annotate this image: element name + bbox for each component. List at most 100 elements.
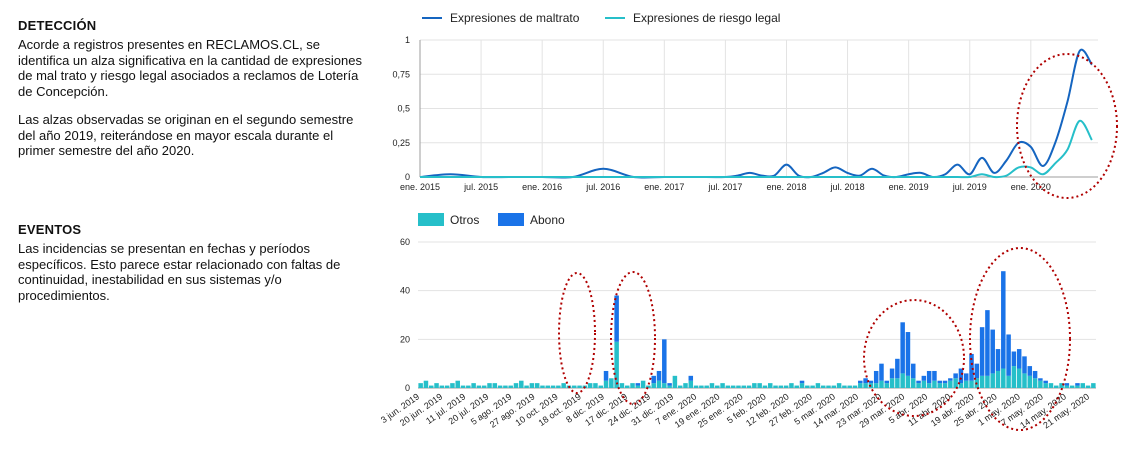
bar-abono (916, 380, 921, 384)
bar-otros (556, 385, 561, 388)
bar-otros (529, 383, 535, 388)
line-x-tick-label: jul. 2018 (830, 182, 865, 192)
bar-otros (757, 383, 762, 388)
bar-otros (693, 385, 699, 388)
bar-otros (778, 385, 784, 388)
bar-otros (953, 378, 958, 388)
bar-otros (736, 385, 741, 388)
bar-otros (481, 385, 487, 388)
line-y-tick-label: 1 (405, 35, 410, 45)
legend-maltrato-label: Expresiones de maltrato (450, 11, 580, 25)
bar-abono (963, 373, 969, 381)
line-x-tick-label: jul. 2017 (707, 182, 742, 192)
bar-abono (1027, 366, 1033, 376)
bar-otros (1064, 385, 1070, 388)
bar-abono (979, 327, 985, 376)
highlight-ellipse-2 (610, 271, 656, 405)
bar-otros (932, 380, 937, 388)
bar-otros (805, 385, 810, 388)
bar-otros (741, 385, 747, 388)
bar-abono (1011, 351, 1017, 367)
bar-abono (905, 332, 911, 376)
bar-otros (503, 385, 508, 388)
bar-otros (418, 383, 423, 388)
bar-otros (651, 383, 656, 388)
highlight-ellipse-4 (969, 247, 1071, 431)
bar-otros (492, 383, 498, 388)
bar-otros (476, 385, 482, 388)
bar-otros (842, 385, 847, 388)
line-x-tick-label: ene. 2017 (644, 182, 684, 192)
bar-otros (455, 380, 460, 388)
line-x-tick-label: ene. 2019 (889, 182, 929, 192)
bar-otros (709, 383, 715, 388)
bar-abono (932, 370, 937, 381)
bar-otros (873, 383, 879, 388)
bar-otros (598, 385, 603, 388)
bar-otros (1011, 366, 1017, 388)
bar-otros (1027, 375, 1033, 388)
line-x-tick-label: ene. 2015 (400, 182, 440, 192)
bar-otros (1001, 368, 1006, 388)
bar-otros (423, 380, 429, 388)
bar-otros (815, 383, 821, 388)
bar-otros (995, 370, 1001, 388)
bar-abono (873, 370, 879, 384)
bar-otros (773, 385, 778, 388)
bar-otros (614, 341, 619, 388)
bar-otros (624, 385, 630, 388)
bar-otros (603, 380, 609, 388)
bar-abono (868, 380, 874, 384)
bar-otros (884, 383, 890, 388)
bar-abono (1043, 380, 1048, 384)
bar-otros (958, 383, 964, 388)
bar-abono (614, 295, 619, 342)
bar-otros (820, 385, 826, 388)
bar-otros (439, 385, 445, 388)
bar-otros (688, 380, 694, 388)
bar-otros (852, 385, 858, 388)
bar-abono (651, 375, 656, 384)
bar-abono (1075, 383, 1080, 386)
bar-otros (593, 383, 598, 388)
deteccion-heading: DETECCIÓN (18, 18, 97, 33)
bar-otros (715, 385, 720, 388)
bar-abono (990, 329, 995, 374)
highlight-ellipse-2020 (1016, 53, 1118, 199)
bar-otros (699, 385, 704, 388)
line-y-tick-label: 0,75 (392, 69, 410, 79)
deteccion-paragraph-1: Acorde a registros presentes en RECLAMOS… (18, 37, 362, 99)
legend-riesgo-legal-label: Expresiones de riesgo legal (633, 11, 780, 25)
bar-otros (540, 385, 545, 388)
bar-otros (534, 383, 540, 388)
bar-abono (974, 363, 980, 379)
legend-abono-label: Abono (530, 213, 565, 227)
line-x-tick-label: ene. 2020 (1011, 182, 1051, 192)
bar-abono (688, 375, 694, 381)
bar-otros (497, 385, 503, 388)
line-x-tick-label: jul. 2015 (463, 182, 498, 192)
bar-otros (963, 380, 969, 388)
bar-otros (561, 383, 566, 388)
bar-otros (1022, 373, 1027, 388)
line-y-tick-label: 0,5 (397, 104, 410, 114)
bar-otros (471, 383, 476, 388)
line-y-tick-label: 0,25 (392, 138, 410, 148)
bar-otros (752, 383, 757, 388)
bar-otros (990, 373, 995, 388)
bar-otros (863, 383, 868, 388)
bar-otros (831, 385, 837, 388)
bar-otros (900, 373, 905, 388)
bar-otros (1075, 385, 1080, 388)
bar-abono (662, 339, 667, 384)
bar-otros (683, 383, 688, 388)
bar-otros (794, 385, 799, 388)
bar-abono (863, 378, 868, 384)
bar-otros (916, 383, 921, 388)
bar-otros (513, 383, 519, 388)
bar-otros (1091, 383, 1096, 388)
bar-otros (635, 385, 641, 388)
bar-abono (900, 322, 905, 374)
bar-otros (985, 375, 990, 388)
bar-otros (979, 375, 985, 388)
